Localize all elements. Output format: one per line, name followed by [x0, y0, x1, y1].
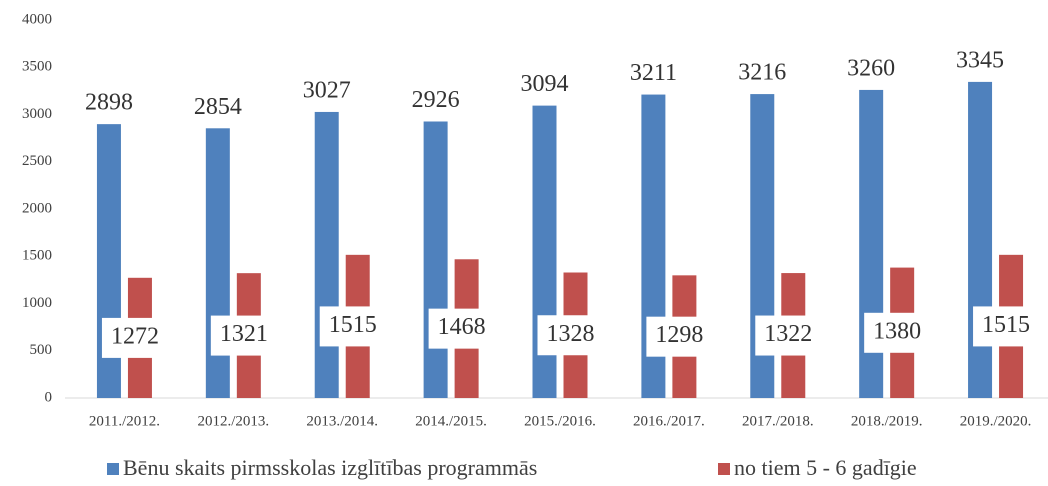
data-label: 3216	[738, 60, 786, 86]
data-label: 2854	[194, 94, 242, 120]
data-label: 1322	[764, 321, 812, 347]
data-label: 1380	[873, 318, 921, 344]
x-tick-label: 2013./2014.	[306, 413, 378, 429]
data-label: 1515	[982, 312, 1030, 338]
y-tick-label: 2500	[22, 153, 52, 169]
data-label-box	[537, 315, 604, 356]
x-tick-label: 2014./2015.	[415, 413, 487, 429]
x-tick-label: 2019./2020.	[960, 413, 1032, 429]
y-tick-label: 3500	[22, 59, 52, 75]
data-label-box	[646, 316, 713, 357]
bar	[968, 81, 993, 399]
bar	[314, 111, 339, 399]
legend-swatch	[718, 463, 730, 475]
y-tick-label: 2000	[22, 200, 52, 216]
data-label-box	[428, 308, 495, 349]
bar	[205, 128, 230, 398]
x-tick-label: 2018./2019.	[851, 413, 923, 429]
data-label: 1468	[438, 314, 486, 340]
y-tick-label: 3000	[22, 106, 52, 122]
y-tick-label: 0	[45, 389, 53, 405]
data-label: 3260	[847, 55, 895, 81]
x-tick-label: 2017./2018.	[742, 413, 814, 429]
data-label: 1515	[329, 312, 377, 338]
x-tick-label: 2012./2013.	[197, 413, 269, 429]
data-label: 3211	[630, 60, 677, 86]
data-label-box	[210, 315, 277, 356]
legend-swatch	[107, 463, 119, 475]
x-tick-label: 2011./2012.	[89, 413, 160, 429]
bar	[423, 121, 448, 399]
data-label: 2926	[412, 87, 460, 113]
data-label: 2898	[85, 90, 133, 116]
data-label: 3027	[303, 77, 351, 103]
legend-label: no tiem 5 - 6 gadīgie	[734, 455, 917, 480]
data-label: 1272	[111, 323, 159, 349]
x-tick-label: 2015./2016.	[524, 413, 596, 429]
x-tick-label: 2016./2017.	[633, 413, 705, 429]
data-label: 1298	[655, 322, 703, 348]
legend-label: Bēnu skaits pirmsskolas izglītības progr…	[123, 455, 537, 480]
y-tick-label: 500	[30, 342, 53, 358]
y-tick-label: 4000	[22, 11, 52, 27]
y-tick-label: 1500	[22, 248, 52, 264]
data-label-box	[101, 317, 168, 358]
data-label: 1328	[547, 321, 595, 347]
data-label-box	[319, 306, 386, 347]
data-label: 3094	[521, 71, 569, 97]
data-label: 1321	[220, 321, 268, 347]
y-tick-label: 1000	[22, 295, 52, 311]
data-label-box	[864, 312, 931, 353]
data-label-box	[973, 306, 1040, 347]
data-label-box	[755, 315, 822, 356]
data-label: 3345	[956, 47, 1004, 73]
